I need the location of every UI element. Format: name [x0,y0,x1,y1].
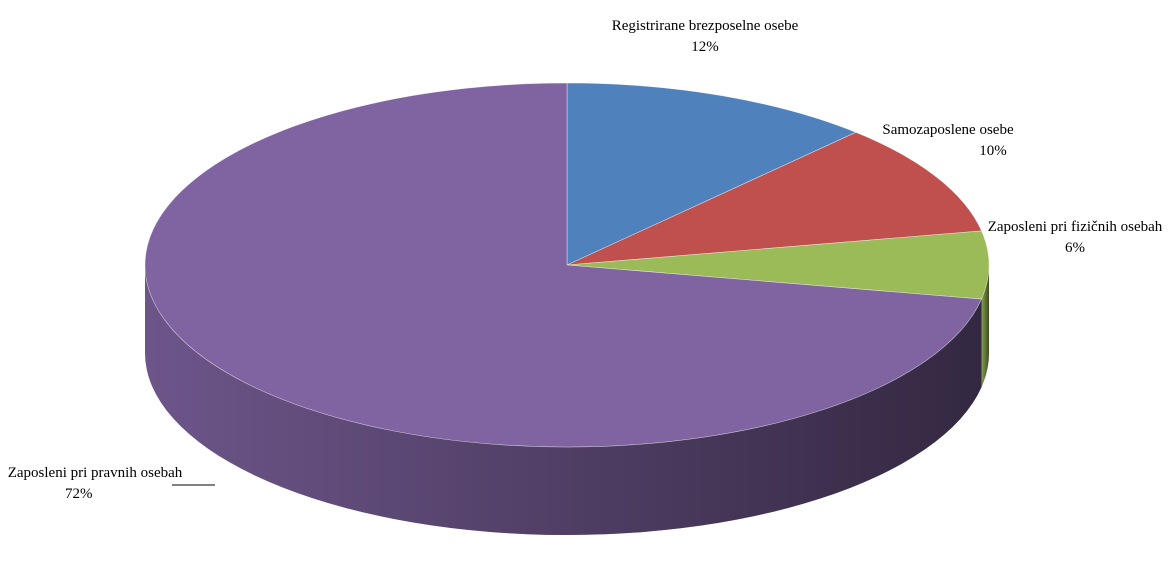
slice-label: Zaposleni pri fizičnih osebah 6% [980,217,1169,259]
slice [566,230,990,300]
slice-label: Registrirane brezposelne osebe 12% [590,16,820,58]
value-label: 72% [65,486,93,502]
value-label: 12% [691,39,719,55]
category-label: Zaposleni pri pravnih osebah [7,465,183,481]
slice [144,82,982,448]
slice [566,82,857,266]
value-label: 6% [1065,240,1085,256]
slice-label: Samozaposlene osebe 10% [848,120,1048,162]
slice-side-shade [981,265,989,388]
category-label: Zaposleni pri fizičnih osebah [987,219,1163,235]
category-label: Samozaposlene osebe [882,122,1014,138]
slice [566,132,982,266]
slice-label: Zaposleni pri pravnih osebah 72% [5,463,185,505]
category-label: Registrirane brezposelne osebe [611,18,799,34]
slice-side-shade [145,265,982,535]
value-label: 10% [979,143,1007,159]
